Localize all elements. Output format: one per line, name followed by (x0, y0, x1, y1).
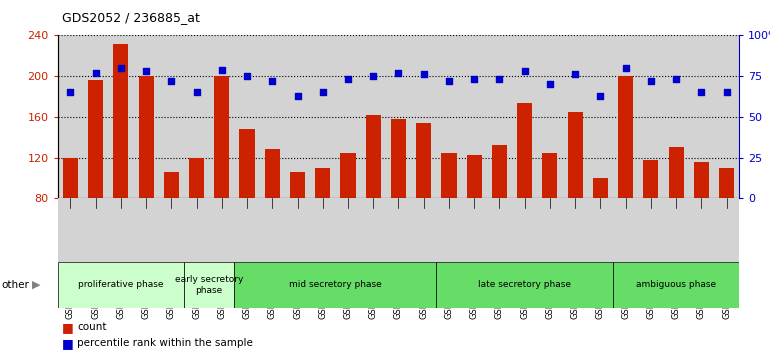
Bar (88, 80, 103, 198)
Point (367, 73, 380, 79)
Bar (613, 262, 739, 308)
Point (619, 65, 631, 71)
Point (443, 78, 455, 84)
Bar (139, 76, 154, 198)
Point (594, 93, 607, 98)
Point (392, 70, 404, 76)
Bar (58, 262, 184, 308)
Bar (214, 76, 229, 198)
Bar (63, 158, 78, 198)
Bar (189, 158, 204, 198)
Bar (416, 123, 431, 198)
Bar (542, 154, 557, 198)
Bar (643, 160, 658, 198)
Point (165, 78, 177, 84)
Bar (517, 103, 532, 198)
Point (115, 65, 127, 71)
Bar (234, 262, 437, 308)
Point (342, 76, 354, 82)
Bar (164, 172, 179, 198)
Bar (391, 119, 406, 198)
Bar (441, 154, 457, 198)
Text: count: count (77, 322, 106, 332)
Text: mid secretory phase: mid secretory phase (289, 280, 382, 290)
Point (417, 72, 430, 77)
Point (644, 78, 657, 84)
Bar (694, 161, 709, 198)
Point (216, 67, 228, 73)
Point (64, 90, 76, 95)
Bar (437, 262, 613, 308)
Bar (340, 154, 356, 198)
Point (544, 81, 556, 87)
Bar (239, 129, 255, 198)
Point (89, 70, 102, 76)
Text: GDS2052 / 236885_at: GDS2052 / 236885_at (62, 11, 199, 24)
Bar (567, 112, 583, 198)
Bar (290, 172, 305, 198)
Point (468, 76, 480, 82)
Bar (113, 44, 129, 198)
Point (190, 90, 203, 95)
Bar (492, 145, 507, 198)
Bar (184, 262, 234, 308)
Point (140, 68, 152, 74)
Point (241, 73, 253, 79)
Point (695, 90, 708, 95)
Text: early secretory
phase: early secretory phase (175, 275, 243, 295)
Point (518, 68, 531, 74)
Bar (265, 149, 280, 198)
Text: other: other (2, 280, 29, 290)
Bar (315, 168, 330, 198)
Bar (366, 115, 381, 198)
Point (721, 90, 733, 95)
Bar (668, 147, 684, 198)
Point (266, 78, 279, 84)
Bar (467, 155, 482, 198)
Bar (618, 76, 633, 198)
Point (569, 72, 581, 77)
Text: late secretory phase: late secretory phase (478, 280, 571, 290)
Point (291, 93, 303, 98)
Point (494, 76, 506, 82)
Text: ambiguous phase: ambiguous phase (636, 280, 716, 290)
Bar (593, 178, 608, 198)
Point (670, 76, 682, 82)
Text: proliferative phase: proliferative phase (78, 280, 163, 290)
Text: ■: ■ (62, 321, 73, 334)
Text: percentile rank within the sample: percentile rank within the sample (77, 338, 253, 348)
Text: ■: ■ (62, 337, 73, 350)
Bar (719, 168, 734, 198)
Point (316, 90, 329, 95)
Text: ▶: ▶ (32, 280, 41, 290)
